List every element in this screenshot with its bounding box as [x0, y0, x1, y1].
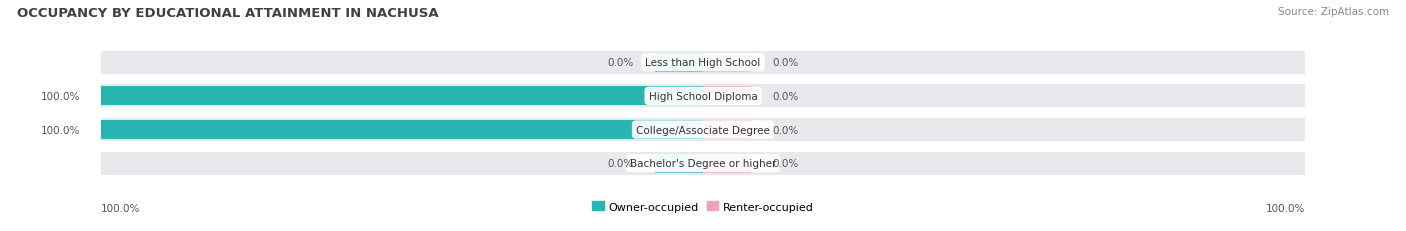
Legend: Owner-occupied, Renter-occupied: Owner-occupied, Renter-occupied	[588, 197, 818, 216]
Text: 0.0%: 0.0%	[772, 158, 799, 168]
Text: 0.0%: 0.0%	[607, 58, 634, 68]
Text: College/Associate Degree: College/Associate Degree	[636, 125, 770, 135]
Text: 100.0%: 100.0%	[41, 125, 80, 135]
Bar	[101, 87, 703, 106]
Text: Bachelor's Degree or higher: Bachelor's Degree or higher	[630, 158, 776, 168]
Text: OCCUPANCY BY EDUCATIONAL ATTAINMENT IN NACHUSA: OCCUPANCY BY EDUCATIONAL ATTAINMENT IN N…	[17, 7, 439, 20]
Text: 100.0%: 100.0%	[1265, 203, 1305, 213]
Text: High School Diploma: High School Diploma	[648, 91, 758, 101]
Text: 0.0%: 0.0%	[607, 158, 634, 168]
Bar	[703, 121, 751, 139]
Text: 0.0%: 0.0%	[772, 91, 799, 101]
Text: 0.0%: 0.0%	[772, 58, 799, 68]
Text: 100.0%: 100.0%	[101, 203, 141, 213]
Bar	[703, 54, 751, 72]
Bar	[655, 154, 703, 173]
Bar	[703, 87, 751, 106]
Text: Source: ZipAtlas.com: Source: ZipAtlas.com	[1278, 7, 1389, 17]
Text: 0.0%: 0.0%	[772, 125, 799, 135]
Text: Less than High School: Less than High School	[645, 58, 761, 68]
Text: 100.0%: 100.0%	[41, 91, 80, 101]
Bar	[703, 154, 751, 173]
Bar	[655, 54, 703, 72]
Bar	[101, 121, 703, 139]
